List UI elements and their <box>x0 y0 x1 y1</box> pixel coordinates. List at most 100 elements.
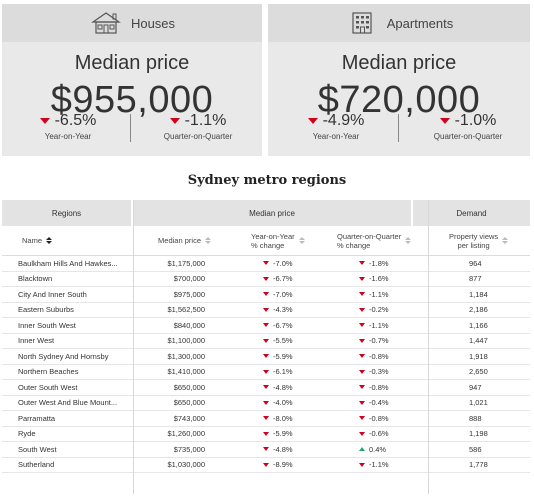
apartments-median-label: Median price <box>341 52 457 74</box>
region-property-views: 2,186 <box>469 305 488 315</box>
region-median-price: $1,562,500 <box>167 305 205 315</box>
col-qoq-header[interactable]: Quarter-on-Quarter % change <box>317 226 413 255</box>
region-yoy-change: -4.3% <box>213 305 317 314</box>
col-qoq-label-line2: % change <box>337 240 371 250</box>
col-yoy-header[interactable]: Year-on-Year % change <box>213 226 317 255</box>
col-name-label: Name <box>22 236 43 245</box>
col-yoy-label-line1: Year-on-Year <box>251 231 295 241</box>
houses-yoy-value: -6.5% <box>54 112 97 129</box>
table-row[interactable]: Blacktown $700,000 -6.7% -1.6% 877 <box>2 272 530 287</box>
sort-icon[interactable] <box>205 237 211 244</box>
houses-card: Houses Median price $955,000 -6.5% Year-… <box>2 4 262 156</box>
region-name: Ryde <box>18 429 36 439</box>
region-yoy-value: -5.9% <box>273 351 293 361</box>
region-qoq-change: -0.8% <box>317 383 413 392</box>
table-row[interactable]: South West $735,000 -4.8% 0.4% 586 <box>2 442 530 458</box>
apartments-card: Apartments Median price $720,000 -4.9% Y… <box>268 4 530 156</box>
region-qoq-change: -1.6% <box>317 274 413 283</box>
sort-icon[interactable] <box>298 237 305 244</box>
table-row[interactable]: Baulkham Hills And Hawkes... $1,175,000 -7… <box>2 256 530 272</box>
region-property-views: 1,778 <box>469 460 488 470</box>
down-arrow-icon <box>359 338 365 343</box>
region-yoy-change: -4.8% <box>213 445 317 454</box>
down-arrow-icon <box>359 354 365 359</box>
region-median-price: $743,000 <box>173 413 205 423</box>
table-row[interactable]: Sutherland $1,030,000 -8.9% -1.1% 1,778 <box>2 458 530 473</box>
region-name: Inner South West <box>18 320 76 330</box>
region-name: Inner West <box>18 336 55 346</box>
summary-cards: Houses Median price $955,000 -6.5% Year-… <box>0 0 534 160</box>
table-row[interactable]: Eastern Suburbs $1,562,500 -4.3% -0.2% 2,186 <box>2 303 530 318</box>
region-yoy-change: -6.7% <box>213 321 317 330</box>
col-yoy-label-line2: % change <box>251 240 285 250</box>
table-body: Baulkham Hills And Hawkes... $1,175,000 -7… <box>2 256 530 473</box>
region-name: North Sydney And Hornsby <box>18 351 109 361</box>
region-median-price: $1,030,000 <box>167 460 205 470</box>
region-qoq-value: -0.6% <box>369 429 389 439</box>
apartments-yoy-label: Year-on-Year <box>312 132 360 141</box>
region-property-views: 964 <box>469 258 482 268</box>
down-arrow-icon <box>359 292 365 297</box>
table-row[interactable]: North Sydney And Hornsby $1,300,000 -5.9% -… <box>2 349 530 365</box>
col-demand-header[interactable]: Property views per listing <box>413 226 530 255</box>
region-median-price: $700,000 <box>173 274 205 284</box>
region-property-views: 1,184 <box>469 289 488 299</box>
region-property-views: 947 <box>469 382 482 392</box>
region-yoy-value: -5.5% <box>273 336 293 346</box>
region-name: Eastern Suburbs <box>18 305 74 315</box>
down-arrow-icon <box>39 118 50 124</box>
region-yoy-value: -4.8% <box>273 444 293 454</box>
region-name: Baulkham Hills And Hawkes... <box>18 258 118 268</box>
down-arrow-icon <box>263 354 269 359</box>
region-qoq-value: -0.2% <box>369 305 389 315</box>
down-arrow-icon <box>359 400 365 405</box>
table-row[interactable]: Ryde $1,260,000 -5.9% -0.6% 1,198 <box>2 427 530 442</box>
down-arrow-icon <box>263 307 269 312</box>
region-qoq-value: -0.8% <box>369 382 389 392</box>
region-qoq-value: -0.3% <box>369 367 389 377</box>
sort-icon[interactable] <box>46 237 53 244</box>
apartments-yoy: -4.9% Year-on-Year <box>296 112 376 141</box>
region-name: Blacktown <box>18 274 53 284</box>
region-yoy-value: -4.0% <box>273 398 293 408</box>
region-median-price: $1,410,000 <box>167 367 205 377</box>
region-qoq-change: -1.1% <box>317 321 413 330</box>
table-row[interactable]: Outer South West $650,000 -4.8% -0.8% 947 <box>2 380 530 396</box>
region-qoq-change: -0.7% <box>317 336 413 345</box>
col-price-header[interactable]: Median price <box>133 226 213 255</box>
sort-icon[interactable] <box>405 237 412 244</box>
region-qoq-value: -0.8% <box>369 351 389 361</box>
table-row[interactable]: Northern Beaches $1,410,000 -6.1% -0.3% 2,65… <box>2 365 530 380</box>
down-arrow-icon <box>263 400 269 405</box>
col-price-label: Median price <box>158 236 201 245</box>
table-row[interactable]: Outer West And Blue Mount... $650,000 -4.0… <box>2 396 530 411</box>
apartments-qoq-label: Quarter-on-Quarter <box>433 132 503 141</box>
region-yoy-value: -6.7% <box>273 320 293 330</box>
down-arrow-icon <box>169 118 180 124</box>
region-qoq-value: -1.1% <box>369 320 389 330</box>
sort-icon[interactable] <box>502 237 509 244</box>
region-name: South West <box>18 444 57 454</box>
column-divider <box>428 200 429 494</box>
group-header-row: Regions Median price Demand <box>2 200 530 226</box>
table-row[interactable]: Inner West $1,100,000 -5.5% -0.7% 1,447 <box>2 334 530 349</box>
divider <box>130 114 131 142</box>
col-name-header[interactable]: Name <box>2 226 133 255</box>
region-qoq-change: -1.1% <box>317 460 413 469</box>
houses-yoy-label: Year-on-Year <box>44 132 92 141</box>
region-yoy-change: -5.5% <box>213 336 317 345</box>
table-row[interactable]: Parramatta $743,000 -8.0% -0.8% 888 <box>2 411 530 427</box>
down-arrow-icon <box>263 431 269 436</box>
table-row[interactable]: City And Inner South $975,000 -7.0% -1.1% 1,… <box>2 287 530 303</box>
apartments-qoq: -1.0% Quarter-on-Quarter <box>418 112 518 141</box>
down-arrow-icon <box>359 307 365 312</box>
down-arrow-icon <box>359 462 365 467</box>
region-yoy-change: -8.0% <box>213 414 317 423</box>
table-row[interactable]: Inner South West $840,000 -6.7% -1.1% 1,166 <box>2 318 530 334</box>
down-arrow-icon <box>263 338 269 343</box>
down-arrow-icon <box>263 462 269 467</box>
region-qoq-change: -1.8% <box>317 259 413 268</box>
houses-median-value: $955,000 <box>50 79 214 121</box>
region-qoq-change: 0.4% <box>317 445 413 454</box>
apartments-changes: -4.9% Year-on-Year -1.0% Quarter-on-Quar… <box>268 112 530 150</box>
